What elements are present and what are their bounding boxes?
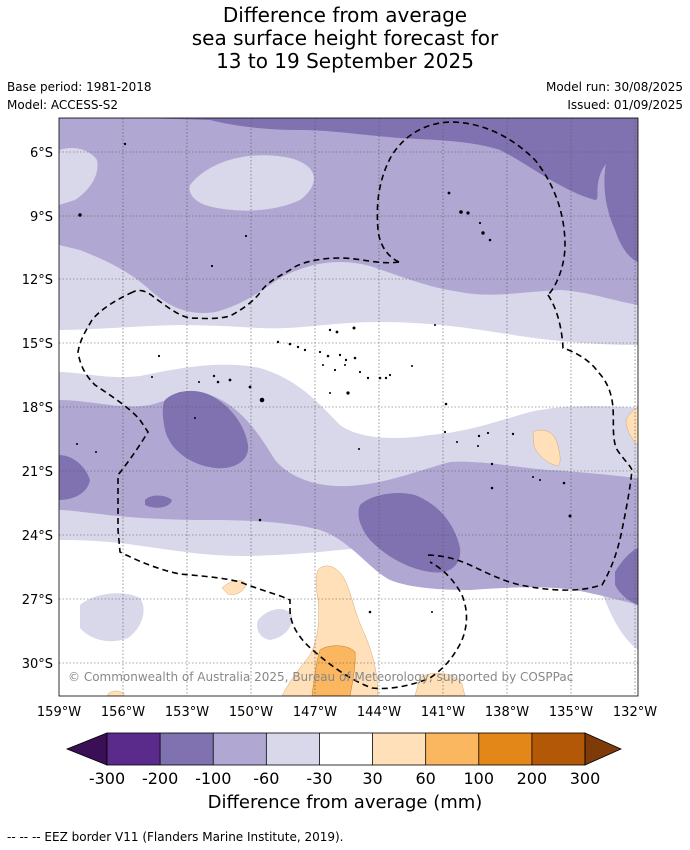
colorbar-tick-label: 100 bbox=[464, 769, 495, 788]
colorbar-tick-label: 200 bbox=[517, 769, 548, 788]
eez-border-west bbox=[77, 291, 468, 690]
eez-borders bbox=[77, 121, 633, 690]
colorbar-extend-high bbox=[584, 732, 622, 766]
latitude-label: 15°S bbox=[22, 337, 53, 352]
colorbar-bin bbox=[425, 733, 479, 765]
meta-left: Base period: 1981-2018 Model: ACCESS-S2 bbox=[7, 78, 152, 114]
colorbar-tick-label: 30 bbox=[362, 769, 382, 788]
longitude-label: 153°W bbox=[165, 705, 209, 720]
issued-date: Issued: 01/09/2025 bbox=[567, 98, 683, 112]
model-name: Model: ACCESS-S2 bbox=[7, 98, 119, 112]
latitude-labels: 6°S 9°S 12°S 15°S 18°S 21°S 24°S 27°S 30°S bbox=[22, 146, 53, 672]
colorbar-bin bbox=[372, 733, 426, 765]
contour-neg100-west-edge bbox=[59, 455, 90, 500]
colorbar-bin bbox=[160, 733, 214, 765]
colorbar-tick-label: -100 bbox=[195, 769, 231, 788]
longitude-label: 138°W bbox=[485, 705, 529, 720]
contour-neg100-far-east bbox=[615, 548, 638, 605]
latitude-label: 21°S bbox=[22, 465, 53, 480]
colorbar-tick-label: 300 bbox=[570, 769, 601, 788]
contour-pos30-e bbox=[625, 407, 638, 446]
map-frame bbox=[58, 117, 639, 697]
contour-pos30-d bbox=[532, 429, 561, 467]
colorbar-bin bbox=[213, 733, 267, 765]
colorbar-title: Difference from average (mm) bbox=[207, 792, 483, 813]
colorbar-bin bbox=[531, 733, 585, 765]
longitude-label: 150°W bbox=[229, 705, 273, 720]
colorbar-bin bbox=[319, 733, 373, 765]
title-line-3: 13 to 19 September 2025 bbox=[216, 49, 474, 73]
colorbar-extend-low bbox=[65, 732, 108, 766]
colorbar: -300 -200 -100 -60 -30 30 60 100 200 300 bbox=[65, 732, 622, 788]
latitude-label: 18°S bbox=[22, 401, 53, 416]
colorbar-tick-label: -200 bbox=[142, 769, 178, 788]
latitude-label: 24°S bbox=[22, 529, 53, 544]
longitude-label: 132°W bbox=[613, 705, 657, 720]
eez-border-north bbox=[376, 121, 566, 296]
colorbar-tick-label: -60 bbox=[253, 769, 279, 788]
colorbar-tick-label: -300 bbox=[89, 769, 125, 788]
contour-neg100-mid-west bbox=[162, 390, 249, 469]
colorbar-tick-label: 60 bbox=[415, 769, 435, 788]
contour-neg30-southwest-b bbox=[257, 608, 293, 640]
contour-pos30-b bbox=[414, 672, 466, 696]
colorbar-frame bbox=[106, 732, 586, 766]
contour-neg100-east bbox=[604, 118, 638, 262]
island-markers bbox=[76, 142, 572, 614]
colorbar-bin bbox=[107, 733, 161, 765]
latitude-label: 12°S bbox=[22, 273, 53, 288]
eez-footnote: -- -- -- EEZ border V11 (Flanders Marine… bbox=[7, 830, 344, 844]
title-line-1: Difference from average bbox=[222, 3, 468, 27]
longitude-label: 147°W bbox=[293, 705, 337, 720]
longitude-label: 135°W bbox=[549, 705, 593, 720]
latitude-label: 27°S bbox=[22, 593, 53, 608]
contour-neg100-north bbox=[140, 118, 638, 200]
contour-neg100-small bbox=[145, 495, 172, 508]
latitude-label: 6°S bbox=[30, 146, 53, 161]
model-run: Model run: 30/08/2025 bbox=[545, 80, 683, 94]
eez-border-east bbox=[424, 294, 633, 591]
colorbar-bin bbox=[478, 733, 532, 765]
contour-light-patch-nc bbox=[189, 155, 314, 211]
longitude-label: 144°W bbox=[357, 705, 401, 720]
copyright-text: © Commonwealth of Australia 2025, Bureau… bbox=[68, 670, 573, 684]
latitude-label: 9°S bbox=[30, 210, 53, 225]
contour-neg60-north bbox=[59, 118, 638, 314]
contour-neg100-southeast bbox=[358, 493, 461, 573]
longitude-label: 159°W bbox=[37, 705, 81, 720]
longitude-label: 141°W bbox=[421, 705, 465, 720]
base-period: Base period: 1981-2018 bbox=[7, 80, 152, 94]
longitude-labels: 159°W 156°W 153°W 150°W 147°W 144°W 141°W 138°W… bbox=[37, 705, 657, 720]
eez-border-cook-line bbox=[132, 257, 400, 320]
colorbar-tick-label: -30 bbox=[306, 769, 332, 788]
latitude-label: 30°S bbox=[22, 657, 53, 672]
contour-neg30-southwest-a bbox=[80, 593, 144, 642]
map-plot-area: © Commonwealth of Australia 2025, Bureau… bbox=[59, 118, 638, 696]
chart-title: Difference from average sea surface heig… bbox=[0, 4, 690, 73]
meta-right: Model run: 30/08/2025 Issued: 01/09/2025 bbox=[546, 78, 683, 114]
longitude-label: 156°W bbox=[101, 705, 145, 720]
contour-light-patch-nw bbox=[59, 148, 98, 205]
title-line-2: sea surface height forecast for bbox=[191, 26, 499, 50]
colorbar-bin bbox=[266, 733, 320, 765]
